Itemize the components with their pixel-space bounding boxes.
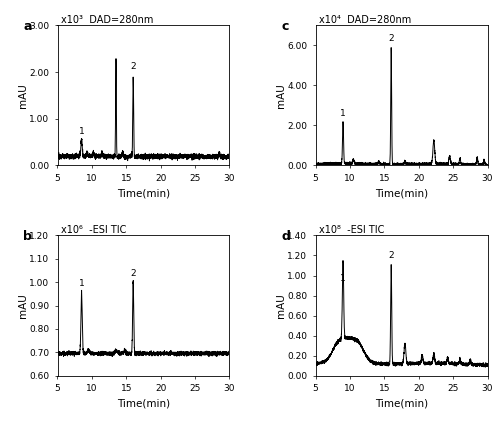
X-axis label: Time(min): Time(min) (375, 188, 428, 198)
Text: 1: 1 (78, 127, 84, 136)
Text: b: b (23, 230, 32, 243)
Text: x10⁶  -ESI TIC: x10⁶ -ESI TIC (61, 225, 126, 235)
Text: 2: 2 (130, 269, 136, 278)
Text: 2: 2 (388, 34, 394, 43)
Text: x10⁸  -ESI TIC: x10⁸ -ESI TIC (319, 225, 384, 235)
Text: d: d (281, 230, 290, 243)
Text: x10³  DAD=280nm: x10³ DAD=280nm (61, 14, 154, 24)
Text: x10⁴  DAD=280nm: x10⁴ DAD=280nm (319, 14, 411, 24)
Y-axis label: mAU: mAU (276, 83, 285, 108)
Y-axis label: mAU: mAU (18, 83, 28, 108)
Y-axis label: mAU: mAU (276, 293, 285, 318)
Text: 2: 2 (130, 62, 136, 71)
Text: 2: 2 (388, 252, 394, 260)
Text: 1: 1 (340, 273, 346, 282)
Text: 1: 1 (78, 279, 84, 288)
Text: c: c (281, 20, 288, 33)
Text: a: a (23, 20, 32, 33)
X-axis label: Time(min): Time(min) (117, 188, 170, 198)
X-axis label: Time(min): Time(min) (375, 398, 428, 408)
Y-axis label: mAU: mAU (18, 293, 28, 318)
X-axis label: Time(min): Time(min) (117, 398, 170, 408)
Text: 1: 1 (340, 109, 346, 119)
